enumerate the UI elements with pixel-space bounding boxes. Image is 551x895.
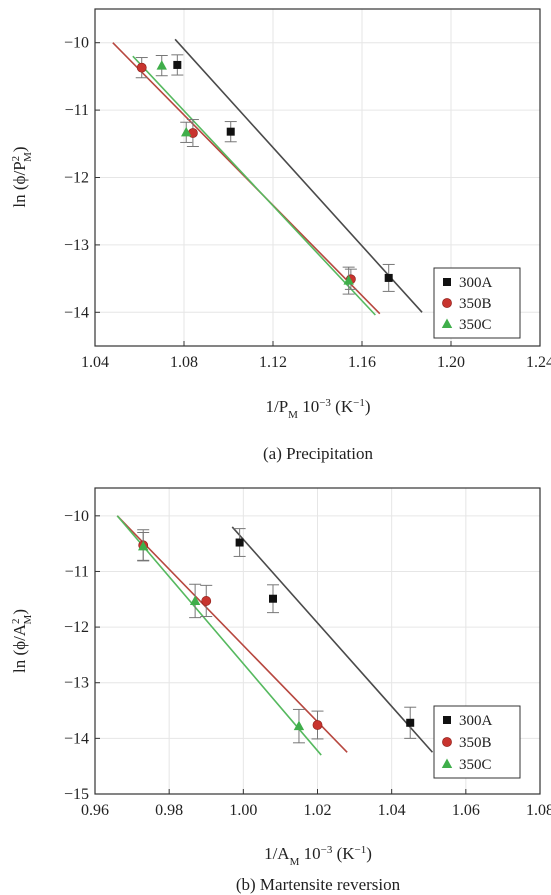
data-point-350c — [181, 126, 192, 137]
y-axis-label-a: ln (ϕ/P2M) — [10, 146, 34, 207]
legend-b: 300A 350B 350C — [433, 705, 521, 779]
data-points-b — [137, 528, 417, 744]
data-point-350c — [343, 275, 354, 285]
data-point-350b — [312, 720, 323, 730]
y-tick-label: −14 — [64, 304, 89, 321]
legend-label-350b: 350B — [459, 296, 492, 312]
chart-martensite-reversion: 0.96 0.98 1.00 1.02 1.04 1.06 1.08 −10−11−12−1… — [10, 487, 551, 894]
legend-marker-300a — [443, 716, 451, 724]
y-ticks-b: −10 −11 −12 −13 −14 −15 — [64, 508, 100, 803]
data-point-350b — [136, 62, 147, 73]
fit-line-350c — [132, 55, 376, 316]
y-tick-label: −10 — [64, 508, 89, 525]
x-axis-label-a: 1/PM 10−3 (K−1) — [265, 397, 370, 421]
x-axis-label-b: 1/AM 10−3 (K−1) — [264, 844, 372, 868]
legend-marker-300a — [443, 278, 451, 286]
legend-marker-350c — [441, 318, 453, 328]
x-ticks-b: 0.96 0.98 1.00 1.02 1.04 1.06 1.08 — [81, 789, 551, 819]
data-point-300a — [384, 273, 393, 282]
y-axis-label-b: ln (ϕ/A2M) — [10, 609, 34, 673]
caption-a: (a) Precipitation — [263, 444, 373, 463]
x-tick-label: 1.12 — [259, 354, 287, 371]
legend-label-350c: 350C — [459, 317, 492, 333]
caption-b: (b) Martensite reversion — [236, 875, 401, 894]
data-point-350c — [293, 720, 305, 731]
data-point-300a — [406, 718, 415, 727]
x-tick-label: 1.02 — [304, 802, 332, 819]
y-tick-label: −11 — [65, 563, 89, 580]
y-ticks-a: −10 −11 −12 −13 −14 — [64, 35, 100, 321]
x-tick-label: 0.96 — [81, 802, 109, 819]
data-point-300a — [235, 538, 244, 547]
fit-lines-a — [112, 38, 423, 316]
x-tick-label: 1.16 — [348, 354, 376, 371]
x-tick-label: 1.00 — [229, 802, 257, 819]
x-tick-label: 1.24 — [526, 354, 551, 371]
y-tick-label: −12 — [64, 619, 89, 636]
y-tick-label: −11 — [65, 102, 89, 119]
y-tick-label: −12 — [64, 170, 89, 187]
x-tick-label: 1.08 — [526, 802, 551, 819]
x-tick-label: 1.04 — [378, 802, 406, 819]
data-points-a — [135, 54, 395, 295]
fit-line-350c — [116, 515, 322, 756]
legend-a: 300A 350B 350C — [433, 267, 521, 339]
y-tick-label: −15 — [64, 786, 89, 803]
y-tick-label: −13 — [64, 675, 89, 692]
legend-label-350c: 350C — [459, 757, 492, 773]
legend-label-300a: 300A — [459, 713, 493, 729]
data-point-350c — [189, 595, 201, 605]
fit-line-350b — [116, 515, 348, 753]
legend-marker-350b — [442, 737, 452, 747]
y-tick-label: −13 — [64, 237, 89, 254]
fit-lines-b — [116, 515, 434, 756]
data-point-350c — [138, 540, 149, 551]
data-point-300a — [226, 127, 235, 136]
x-tick-label: 1.04 — [81, 354, 109, 371]
fit-line-300a — [174, 38, 423, 313]
legend-entries-a: 300A 350B 350C — [441, 275, 493, 333]
data-point-350b — [201, 596, 212, 606]
x-ticks-a: 1.04 1.08 1.12 1.16 1.20 1.24 — [81, 341, 551, 371]
fit-line-300a — [231, 526, 434, 753]
legend-label-350b: 350B — [459, 735, 492, 751]
data-point-300a — [269, 594, 277, 603]
legend-entries-b: 300A 350B 350C — [441, 713, 493, 773]
y-tick-label: −10 — [64, 35, 89, 52]
legend-marker-350b — [442, 298, 452, 308]
chart-precipitation: 1.04 1.08 1.12 1.16 1.20 1.24 −10 −11 −12 −13 −14… — [10, 8, 551, 463]
x-tick-label: 0.98 — [155, 802, 183, 819]
x-tick-label: 1.20 — [437, 354, 465, 371]
legend-marker-350c — [441, 758, 453, 768]
x-tick-label: 1.08 — [170, 354, 198, 371]
legend-label-300a: 300A — [459, 275, 493, 291]
y-tick-label: −14 — [64, 730, 89, 747]
data-point-350c — [156, 60, 167, 70]
data-point-300a — [173, 60, 182, 69]
x-tick-label: 1.06 — [452, 802, 480, 819]
